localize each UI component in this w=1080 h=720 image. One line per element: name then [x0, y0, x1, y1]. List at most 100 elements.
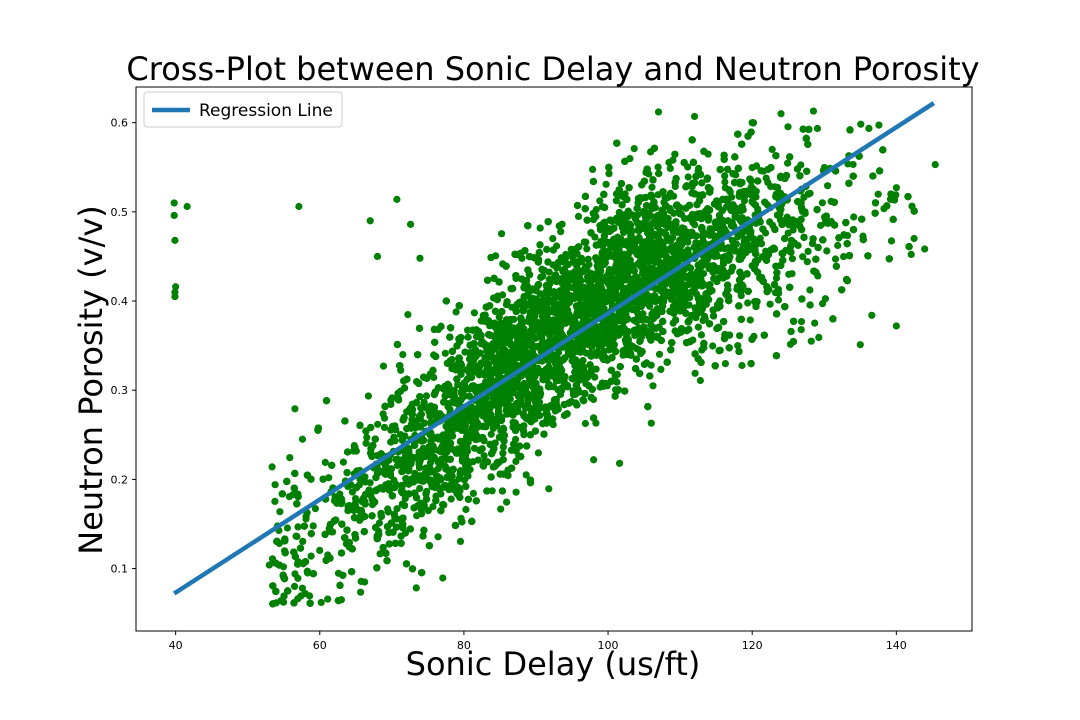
data-point	[804, 247, 812, 255]
data-point	[380, 414, 389, 422]
data-point	[357, 588, 365, 596]
data-point	[813, 124, 822, 133]
data-point	[286, 454, 294, 462]
data-point	[352, 496, 360, 504]
data-point	[499, 449, 507, 457]
data-point	[602, 180, 610, 188]
data-point	[291, 405, 299, 413]
data-point	[470, 309, 478, 317]
data-point	[579, 356, 587, 365]
data-point	[746, 316, 754, 324]
data-point	[605, 170, 613, 178]
data-point	[806, 286, 814, 294]
data-point	[727, 193, 736, 201]
data-point	[291, 570, 299, 578]
data-point	[534, 449, 543, 457]
data-point	[464, 333, 472, 341]
data-point	[429, 503, 437, 511]
data-point	[892, 184, 901, 192]
data-point	[380, 423, 389, 431]
data-point	[589, 165, 597, 173]
data-point	[557, 228, 565, 236]
data-point	[339, 458, 347, 466]
data-point	[361, 578, 369, 586]
data-point	[584, 255, 592, 263]
data-point	[325, 474, 333, 482]
data-point	[850, 213, 858, 221]
data-point	[612, 197, 620, 205]
data-point	[694, 323, 703, 331]
data-point	[503, 498, 511, 506]
data-point	[374, 420, 382, 428]
data-point	[569, 375, 577, 383]
data-point	[818, 199, 827, 207]
data-point	[785, 270, 793, 278]
data-point	[376, 550, 384, 558]
data-point	[574, 212, 583, 220]
data-point	[721, 360, 730, 368]
data-point	[857, 120, 865, 128]
data-point	[393, 505, 401, 513]
data-point	[803, 258, 811, 266]
data-point	[751, 257, 759, 265]
data-point	[910, 234, 918, 243]
data-point	[698, 179, 706, 187]
data-point	[788, 255, 797, 263]
data-point	[647, 320, 655, 329]
data-point	[921, 245, 929, 253]
data-point	[594, 328, 602, 336]
data-point	[276, 508, 284, 516]
data-point	[538, 291, 546, 299]
data-point	[696, 376, 705, 385]
data-point	[784, 123, 792, 131]
data-point	[487, 430, 495, 438]
data-point	[567, 245, 575, 253]
data-point	[699, 270, 708, 278]
data-point	[691, 369, 699, 377]
data-point	[418, 510, 426, 518]
data-point	[299, 537, 307, 546]
data-point	[316, 546, 324, 555]
data-point	[709, 342, 717, 350]
data-point	[654, 163, 662, 171]
data-point	[447, 495, 455, 503]
data-point	[823, 247, 831, 255]
data-point	[366, 479, 374, 487]
data-point	[298, 584, 306, 592]
data-point	[271, 497, 279, 505]
data-point	[657, 365, 665, 373]
data-point	[744, 299, 752, 307]
data-point	[688, 179, 696, 187]
data-point	[721, 172, 729, 180]
data-point	[799, 253, 807, 261]
data-point	[368, 501, 377, 509]
data-point	[840, 253, 848, 261]
data-point	[363, 433, 371, 441]
data-point	[583, 245, 591, 253]
data-point	[497, 319, 505, 327]
data-point	[271, 481, 279, 489]
data-point	[549, 235, 557, 243]
data-point	[469, 489, 477, 497]
data-point	[797, 318, 806, 326]
data-point	[495, 313, 503, 321]
data-point	[691, 304, 699, 312]
data-point	[592, 365, 600, 373]
data-point	[362, 439, 370, 447]
data-point	[390, 476, 398, 484]
data-point	[596, 197, 604, 205]
data-point	[452, 308, 460, 316]
data-point	[321, 458, 329, 466]
data-point	[393, 461, 402, 470]
scatter-points	[268, 119, 929, 608]
data-point	[774, 296, 783, 304]
data-point	[766, 300, 774, 308]
data-point	[772, 274, 781, 282]
data-point	[784, 159, 792, 167]
data-point	[441, 349, 449, 357]
data-point	[497, 505, 505, 513]
data-point	[643, 359, 651, 367]
data-point	[630, 145, 638, 153]
data-point	[309, 522, 317, 530]
